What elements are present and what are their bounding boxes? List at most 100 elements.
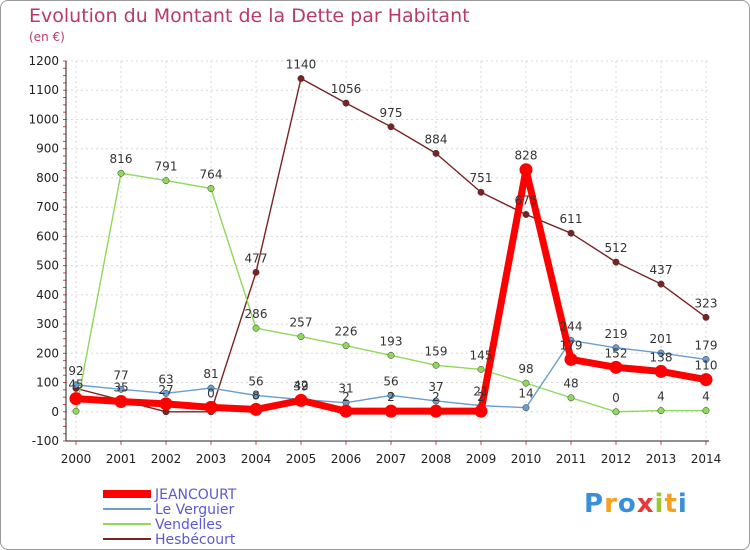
data-point-jeancourt	[519, 163, 533, 177]
data-point-le-verguier	[522, 404, 530, 412]
data-label-jeancourt: 110	[695, 359, 718, 373]
data-label-hesb-court: 975	[380, 106, 403, 120]
data-label-jeancourt: 2	[432, 390, 440, 404]
data-label-le-verguier: 92	[68, 364, 83, 378]
data-label-vendelles: 159	[425, 344, 448, 358]
data-point-hesb-court	[612, 258, 620, 266]
data-label-hesb-court: 477	[245, 251, 268, 265]
data-label-le-verguier: 21	[473, 385, 488, 399]
data-point-jeancourt	[159, 397, 173, 411]
data-label-jeancourt: 828	[515, 149, 538, 163]
data-point-jeancourt	[699, 373, 713, 387]
legend-label: Vendelles	[155, 517, 222, 533]
x-tick-label: 2006	[331, 452, 362, 466]
data-label-vendelles: 0	[612, 391, 620, 405]
data-label-vendelles: 48	[563, 377, 578, 391]
data-label-hesb-court: 323	[695, 296, 718, 310]
data-point-hesb-court	[252, 268, 260, 276]
data-point-le-verguier	[117, 385, 125, 393]
proxiti-logo: Proxiti	[584, 489, 688, 519]
legend-label: Le Verguier	[155, 502, 234, 518]
y-tick-label: 100	[36, 376, 59, 390]
data-point-vendelles	[567, 394, 575, 402]
data-label-vendelles: 816	[110, 152, 133, 166]
data-point-jeancourt	[609, 360, 623, 374]
data-label-vendelles: 764	[200, 167, 223, 181]
x-tick-label: 2007	[376, 452, 407, 466]
data-point-vendelles	[162, 177, 170, 185]
x-tick-label: 2001	[106, 452, 137, 466]
logo-letter: P	[584, 489, 605, 519]
data-point-le-verguier	[657, 349, 665, 357]
data-point-jeancourt	[339, 404, 353, 418]
data-point-vendelles	[657, 407, 665, 415]
data-point-vendelles	[432, 361, 440, 369]
chart-title: Evolution du Montant de la Dette par Hab…	[29, 5, 470, 27]
data-label-vendelles: 4	[702, 390, 710, 404]
y-tick-label: -100	[32, 434, 59, 448]
x-tick-label: 2004	[241, 452, 272, 466]
data-label-hesb-court: 512	[605, 241, 628, 255]
data-point-jeancourt	[384, 404, 398, 418]
data-point-hesb-court	[297, 75, 305, 82]
data-label-le-verguier: 63	[158, 372, 173, 386]
data-label-vendelles: 791	[155, 160, 178, 174]
data-label-le-verguier: 37	[428, 380, 443, 394]
y-tick-label: 200	[36, 346, 59, 360]
legend-label: Hesbécourt	[155, 532, 236, 548]
data-point-jeancourt	[564, 352, 578, 366]
data-label-jeancourt: 45	[68, 378, 83, 392]
data-point-hesb-court	[342, 99, 350, 107]
data-point-le-verguier	[702, 355, 710, 363]
data-point-le-verguier	[207, 384, 215, 392]
y-tick-label: 1000	[28, 112, 59, 126]
data-label-jeancourt: 27	[158, 383, 173, 397]
x-tick-label: 2014	[691, 452, 722, 466]
data-point-jeancourt	[69, 392, 83, 406]
data-label-hesb-court: 611	[560, 212, 583, 226]
data-point-hesb-court	[567, 229, 575, 237]
data-label-jeancourt: 179	[560, 338, 583, 352]
data-point-jeancourt	[249, 402, 263, 416]
logo-letter: r	[604, 489, 618, 519]
data-label-le-verguier: 179	[695, 338, 718, 352]
data-point-jeancourt	[654, 364, 668, 378]
data-label-hesb-court: 437	[650, 263, 673, 277]
data-label-hesb-court: 675	[515, 193, 538, 207]
data-label-hesb-court: 1140	[286, 58, 317, 72]
logo-letter: i	[654, 489, 665, 519]
chart-subtitle: (en €)	[29, 30, 65, 44]
y-tick-label: 900	[36, 142, 59, 156]
data-label-jeancourt: 2	[342, 390, 350, 404]
data-point-vendelles	[297, 333, 305, 341]
data-label-hesb-court: 1056	[331, 82, 362, 96]
y-tick-label: 600	[36, 229, 59, 243]
data-label-le-verguier: 219	[605, 327, 628, 341]
data-point-hesb-court	[657, 280, 665, 288]
data-label-jeancourt: 2	[387, 390, 395, 404]
data-label-vendelles: 286	[245, 307, 268, 321]
data-label-jeancourt: 138	[650, 350, 673, 364]
data-point-le-verguier	[252, 391, 260, 399]
data-label-vendelles: 257	[290, 316, 313, 330]
x-tick-label: 2005	[286, 452, 317, 466]
x-tick-label: 2013	[646, 452, 677, 466]
data-point-vendelles	[522, 379, 530, 387]
data-point-jeancourt	[204, 400, 218, 414]
data-label-vendelles: 145	[470, 348, 493, 362]
y-tick-label: 800	[36, 171, 59, 185]
logo-letter: x	[636, 489, 655, 519]
y-tick-label: 1100	[28, 83, 59, 97]
data-point-le-verguier	[162, 389, 170, 397]
x-tick-label: 2009	[466, 452, 497, 466]
y-tick-label: 500	[36, 259, 59, 273]
legend-label: JEANCOURT	[154, 487, 237, 503]
data-label-le-verguier: 201	[650, 332, 673, 346]
data-point-vendelles	[72, 407, 80, 415]
data-label-jeancourt: 8	[252, 388, 260, 402]
logo-letter: i	[677, 489, 688, 519]
x-tick-label: 2011	[556, 452, 587, 466]
data-label-le-verguier: 14	[518, 387, 533, 401]
data-label-le-verguier: 244	[560, 319, 583, 333]
